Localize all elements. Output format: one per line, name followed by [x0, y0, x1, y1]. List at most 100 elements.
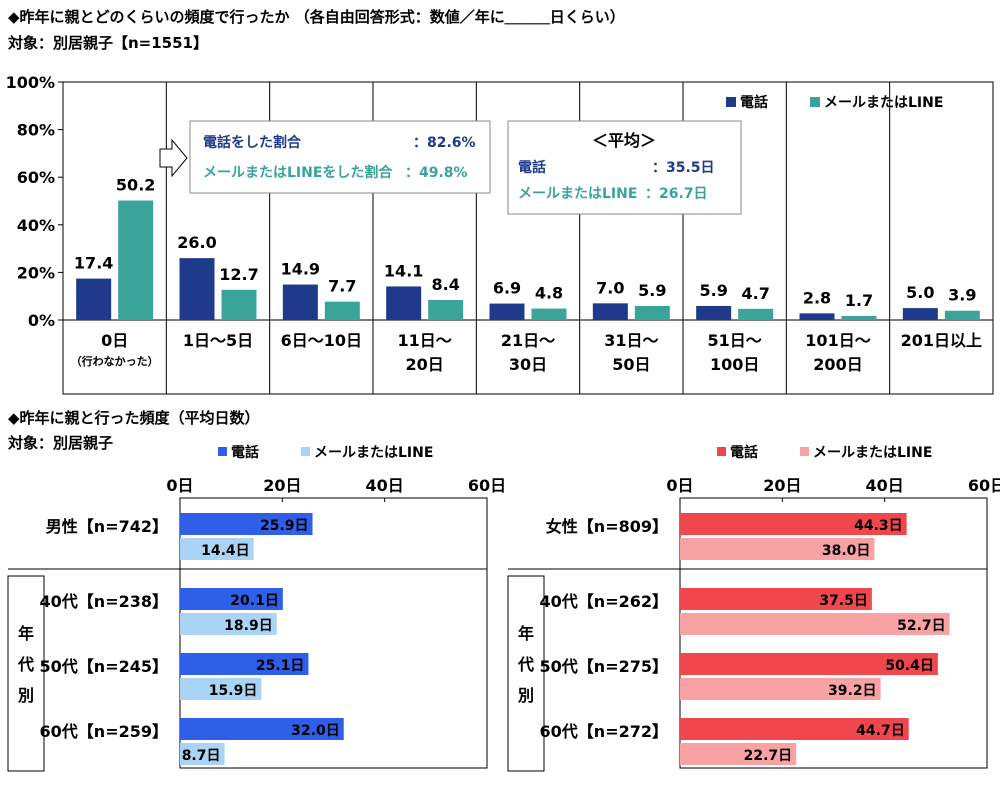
row-label: 50代【n=245】: [40, 657, 168, 676]
x-tick-label: 20日: [263, 476, 301, 495]
phone-data-label: 50.4日: [885, 658, 934, 674]
x-tick-label: 0日: [666, 476, 693, 495]
mail-data-label: 7.7: [328, 277, 356, 296]
x-category-label: 101日～: [805, 331, 870, 350]
x-category-label: 50日: [612, 355, 650, 374]
legend-phone-swatch: [726, 97, 736, 107]
phone-data-label: 2.8: [803, 288, 831, 307]
age-group-box: [7, 575, 45, 772]
mail-bar: [841, 315, 877, 320]
x-tick-label: 40日: [366, 476, 404, 495]
legend-phone-swatch: [717, 447, 726, 456]
x-category-label: 0日: [101, 331, 128, 350]
rate-mail-label: メールまたはLINEをした割合: [203, 164, 393, 181]
legend-mail-label: メールまたはLINE: [824, 95, 943, 111]
mail-data-label: 5.9: [638, 281, 666, 300]
y-tick-label: 60%: [17, 168, 55, 187]
phone-data-label: 7.0: [596, 278, 624, 297]
mail-data-label: 14.4日: [201, 543, 250, 559]
rate-phone-label: 電話をした割合: [203, 134, 302, 151]
average-mail-value: ：26.7日: [645, 186, 708, 202]
legend-phone-swatch: [218, 447, 227, 456]
top-chart-subject: 対象：別居親子【n=1551】: [8, 34, 208, 52]
x-tick-label: 20日: [763, 476, 801, 495]
mail-bar: [324, 301, 360, 320]
phone-data-label: 44.3日: [854, 518, 903, 534]
row-label: 女性【n=809】: [546, 517, 668, 536]
y-tick-label: 40%: [17, 216, 55, 235]
legend-mail-swatch: [810, 97, 820, 107]
y-tick-label: 80%: [17, 121, 55, 140]
phone-data-label: 26.0: [177, 233, 216, 252]
phone-data-label: 32.0日: [291, 723, 340, 739]
mail-data-label: 8.7日: [182, 748, 221, 764]
phone-data-label: 6.9: [493, 279, 521, 298]
phone-data-label: 44.7日: [856, 723, 905, 739]
x-category-label: 201日以上: [901, 331, 982, 350]
bottom-chart-subject: 対象：別居親子: [8, 434, 114, 452]
y-tick-label: 0%: [28, 311, 55, 330]
x-category-note: （行わなかった）: [71, 354, 159, 368]
age-group-label: 代: [517, 655, 534, 674]
row-label: 40代【n=262】: [540, 592, 668, 611]
phone-bar: [696, 305, 732, 320]
phone-data-label: 5.0: [906, 283, 934, 302]
rate-phone-value: ：82.6%: [413, 135, 476, 151]
mail-data-label: 1.7: [845, 291, 873, 310]
x-tick-label: 60日: [468, 476, 506, 495]
mail-bar: [180, 743, 225, 765]
age-group-box: [507, 575, 545, 772]
mail-bar: [221, 289, 257, 320]
phone-bar: [680, 588, 872, 610]
mail-bar: [180, 678, 262, 700]
legend-mail-label: メールまたはLINE: [813, 445, 932, 461]
age-group-label: 別: [18, 686, 34, 705]
plot-frame: [62, 81, 994, 395]
phone-bar: [386, 286, 422, 320]
phone-data-label: 5.9: [699, 281, 727, 300]
average-phone-label: 電話: [518, 159, 546, 176]
mail-data-label: 39.2日: [828, 683, 877, 699]
mail-data-label: 3.9: [948, 286, 976, 305]
phone-data-label: 20.1日: [230, 593, 279, 609]
average-heading: ＜平均＞: [592, 131, 656, 150]
phone-bar: [680, 653, 938, 675]
age-group-label: 別: [518, 686, 534, 705]
x-category-label: 11日～: [398, 331, 452, 350]
mail-data-label: 8.4: [431, 275, 459, 294]
x-category-label: 6日～10日: [281, 331, 362, 350]
age-group-label: 年: [18, 624, 34, 643]
phone-data-label: 25.1日: [256, 658, 305, 674]
legend-phone-label: 電話: [740, 94, 768, 111]
mail-bar: [180, 613, 277, 635]
age-group-label: 代: [17, 655, 34, 674]
phone-bar: [180, 513, 313, 535]
mail-bar: [944, 310, 980, 320]
mail-data-label: 12.7: [219, 265, 258, 284]
phone-bar: [180, 718, 344, 740]
row-label: 50代【n=275】: [540, 657, 668, 676]
mail-bar: [180, 538, 254, 560]
mail-bar: [118, 200, 154, 320]
mail-data-label: 52.7日: [897, 618, 946, 634]
legend-phone-label: 電話: [730, 444, 758, 461]
x-category-label: 31日～: [604, 331, 658, 350]
legend-mail-swatch: [800, 447, 809, 456]
row-label: 60代【n=272】: [540, 722, 668, 741]
bottom-chart-title: ◆昨年に親と行った頻度（平均日数）: [8, 409, 260, 427]
x-category-label: 20日: [406, 355, 444, 374]
phone-data-label: 37.5日: [819, 593, 868, 609]
legend-phone-label: 電話: [231, 444, 259, 461]
legend-mail-swatch: [301, 447, 310, 456]
average-annotation-box: [507, 120, 742, 215]
phone-bar: [76, 278, 112, 320]
mail-bar: [680, 613, 950, 635]
phone-bar: [180, 653, 309, 675]
x-category-label: 100日: [710, 355, 759, 374]
top-chart-title: ◆昨年に親とどのくらいの頻度で行ったか （各自由回答形式：数値／年に＿＿＿日くら…: [8, 8, 625, 26]
mail-data-label: 4.7: [741, 284, 769, 303]
rate-annotation-box: [189, 120, 491, 194]
x-category-label: 51日～: [708, 331, 762, 350]
x-tick-label: 60日: [968, 476, 1000, 495]
